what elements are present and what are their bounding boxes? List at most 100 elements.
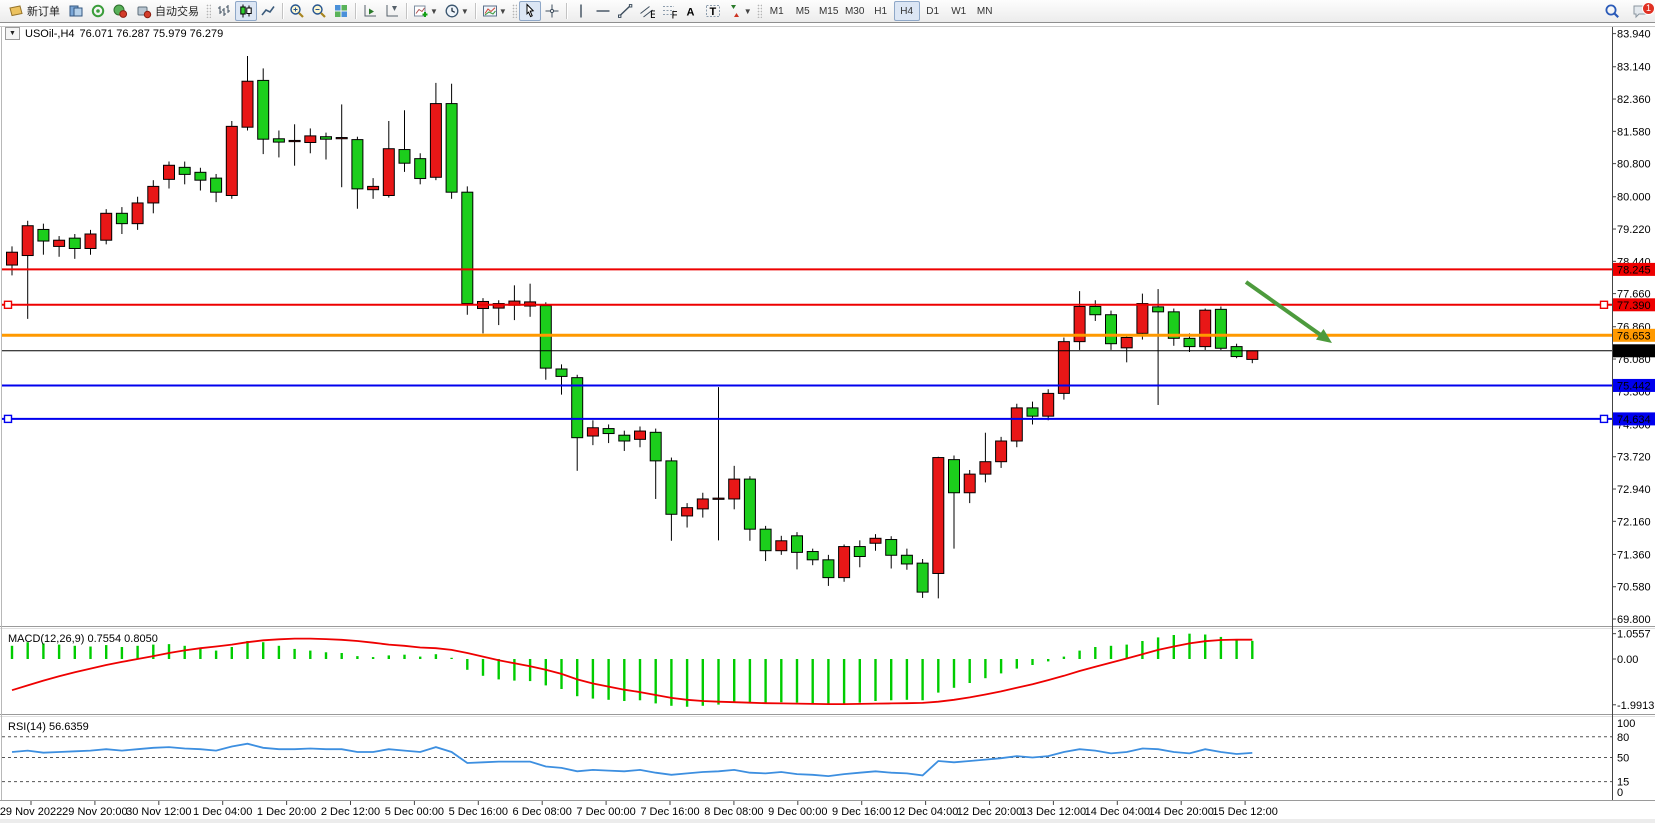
time-axis-label: 30 Nov 12:00	[126, 806, 191, 818]
line-chart-icon	[260, 3, 276, 19]
chart-canvas[interactable]: 83.940 83.140 82.360 81.580 80.800 80.000 79.2…	[0, 23, 1655, 823]
text-label-button[interactable]: T	[702, 1, 724, 21]
bull-candle	[163, 164, 175, 180]
horizontal-line-object[interactable]: 74.634	[2, 412, 1655, 426]
bear-candle	[759, 528, 772, 552]
notifications-button[interactable]: 1	[1629, 1, 1655, 21]
price-axis: 83.940 83.140 82.360 81.580 80.800 80.000 79.2…	[1612, 29, 1651, 626]
equidistant-channel-button[interactable]: E	[636, 1, 658, 21]
price-tick-label: 73.720	[1617, 452, 1651, 464]
rsi-axis-label: 0	[1617, 787, 1623, 799]
crosshair-button[interactable]	[541, 1, 563, 21]
line-handle[interactable]	[3, 300, 13, 309]
line-handle[interactable]	[3, 414, 13, 424]
horizontal-line-object[interactable]: 76.653	[2, 328, 1655, 343]
bear-candle	[414, 158, 427, 180]
bull-candle	[1199, 309, 1212, 348]
line-chart-button[interactable]	[257, 1, 279, 21]
search-icon	[1604, 3, 1620, 19]
time-axis-label: 12 Dec 20:00	[957, 806, 1022, 818]
zoom-out-icon	[311, 3, 327, 19]
timeframe-mn-button[interactable]: MN	[976, 5, 993, 17]
timeframe-w1-button[interactable]: W1	[951, 5, 967, 17]
bear-candle	[916, 562, 929, 593]
toolbar-grip[interactable]	[511, 4, 517, 18]
text-button[interactable]: A	[680, 1, 702, 21]
timeframe-m5-button[interactable]: M5	[795, 5, 810, 17]
macd-axis-label: -1.9913	[1617, 700, 1654, 712]
timeframe-h4-button[interactable]: H4	[893, 1, 920, 21]
search-button[interactable]	[1601, 1, 1623, 21]
zoom-in-button[interactable]	[286, 1, 308, 21]
horizontal-line-object[interactable]: 77.390	[2, 298, 1655, 312]
bear-candle	[555, 368, 568, 377]
trend-arrow-annotation[interactable]	[1244, 280, 1332, 343]
toolbar-grip[interactable]	[206, 4, 211, 18]
market-watch-button[interactable]	[65, 1, 87, 21]
bull-candle	[241, 80, 254, 128]
cursor-button[interactable]	[518, 1, 541, 21]
horizontal-line-button[interactable]	[592, 1, 614, 21]
price-tick-label: 69.800	[1617, 614, 1651, 626]
bull-candle	[1010, 407, 1023, 442]
toolbar-grip[interactable]	[756, 4, 762, 18]
templates-button[interactable]: ▼	[479, 1, 510, 21]
signals-button[interactable]	[109, 1, 131, 21]
timeframe-m15-button[interactable]: M15	[818, 5, 839, 17]
bull-candle	[21, 225, 34, 257]
bull-candle	[53, 239, 66, 247]
zoom-out-button[interactable]	[308, 1, 330, 21]
candlestick-chart-button[interactable]	[235, 1, 257, 21]
horizontal-line-object[interactable]: 78.245	[2, 262, 1655, 277]
rsi-line	[11, 742, 1253, 778]
timeframe-m30-button[interactable]: M30	[844, 5, 865, 17]
timeframe-h1-button[interactable]: H1	[874, 5, 888, 17]
price-badge	[1613, 328, 1655, 342]
bull-candle	[367, 185, 380, 191]
svg-text:F: F	[671, 10, 677, 20]
window-bottom-edge	[0, 819, 1655, 823]
time-axis-label: 2 Dec 12:00	[321, 806, 380, 818]
arrows-button[interactable]: ▼	[724, 1, 755, 21]
horizontal-line-object[interactable]: 75.442	[2, 378, 1655, 393]
line-handle[interactable]	[1599, 414, 1609, 424]
indicators-button[interactable]: ▼	[410, 1, 441, 21]
trendline-button[interactable]	[614, 1, 636, 21]
bear-candle	[1167, 311, 1180, 339]
symbol-dropdown-button[interactable]: ▼	[5, 27, 20, 40]
line-handle[interactable]	[1599, 300, 1609, 309]
time-axis-label: 1 Dec 04:00	[193, 806, 252, 818]
bull-candle	[963, 473, 976, 494]
tile-windows-button[interactable]	[330, 1, 352, 21]
periods-button[interactable]: ▼	[441, 1, 472, 21]
horizontal-line-object[interactable]: 76.279	[2, 344, 1655, 358]
fibonacci-button[interactable]: F	[658, 1, 680, 22]
auto-trading-button[interactable]: 自动交易	[131, 1, 204, 21]
time-axis-label: 29 Nov 2022	[0, 806, 62, 818]
bear-candle	[194, 171, 207, 181]
auto-scroll-button[interactable]	[359, 1, 381, 21]
bull-candle	[712, 497, 725, 500]
bear-candle	[37, 228, 50, 242]
bull-candle	[869, 537, 882, 544]
new-order-button[interactable]: 新订单	[3, 1, 65, 21]
time-axis-label: 5 Dec 16:00	[449, 806, 508, 818]
svg-text:T: T	[709, 6, 716, 18]
bear-candle	[618, 434, 631, 442]
chart-shift-button[interactable]	[381, 1, 403, 21]
price-tick-label: 79.220	[1617, 224, 1651, 236]
timeframe-m1-button[interactable]: M1	[769, 5, 784, 17]
time-axis-label: 14 Dec 20:00	[1148, 806, 1213, 818]
bar-chart-button[interactable]	[213, 1, 235, 21]
bear-candle	[885, 539, 898, 556]
timeframe-d1-button[interactable]: D1	[926, 5, 940, 17]
vertical-line-button[interactable]	[570, 1, 592, 21]
bull-candle	[382, 148, 395, 196]
bear-candle	[602, 428, 615, 435]
price-tick-label: 83.140	[1617, 62, 1651, 74]
templates-icon	[482, 3, 498, 19]
bull-candle	[995, 440, 1008, 463]
data-window-button[interactable]	[87, 1, 109, 21]
